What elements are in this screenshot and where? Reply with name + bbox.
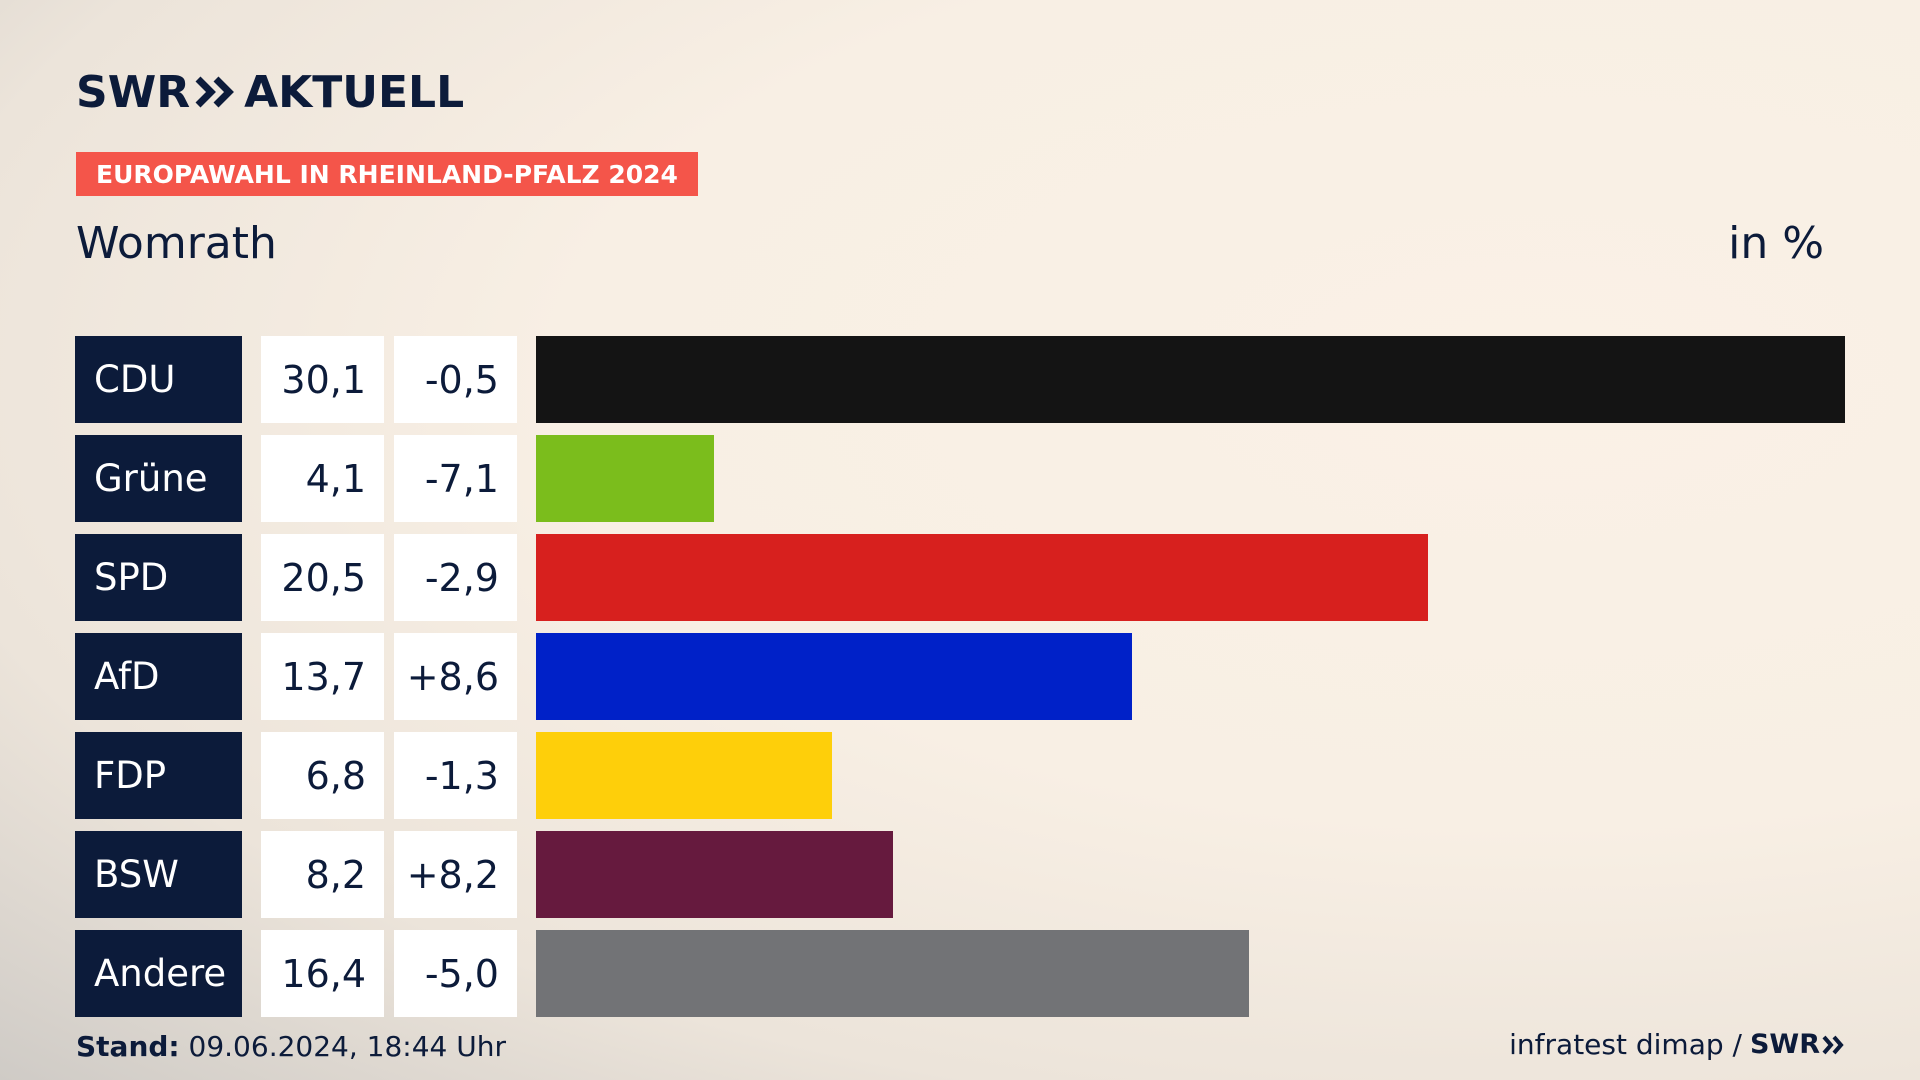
change-label: -7,1: [394, 435, 517, 522]
change-label: -1,3: [394, 732, 517, 819]
logo-aktuell-text: AKTUELL: [244, 66, 465, 118]
change-label: +8,6: [394, 633, 517, 720]
party-label: FDP: [75, 732, 242, 819]
result-row: BSW 8,2 +8,2: [75, 831, 1847, 918]
result-bar: [536, 831, 893, 918]
result-bar: [536, 930, 1249, 1017]
change-label: -2,9: [394, 534, 517, 621]
vote-share-label: 8,2: [261, 831, 384, 918]
vote-share-label: 20,5: [261, 534, 384, 621]
timestamp: Stand: 09.06.2024, 18:44 Uhr: [76, 1030, 506, 1063]
party-label: Grüne: [75, 435, 242, 522]
double-chevron-icon: [195, 76, 235, 108]
source-text: infratest dimap /: [1509, 1028, 1742, 1061]
party-label: SPD: [75, 534, 242, 621]
logo-swr-text: SWR: [76, 66, 191, 118]
vote-share-label: 16,4: [261, 930, 384, 1017]
result-bar: [536, 633, 1132, 720]
place-title: Womrath: [76, 218, 277, 269]
result-row: SPD 20,5 -2,9: [75, 534, 1847, 621]
result-bar: [536, 435, 714, 522]
party-label: Andere: [75, 930, 242, 1017]
vote-share-label: 30,1: [261, 336, 384, 423]
swr-aktuell-logo: SWR AKTUELL: [76, 66, 465, 118]
vote-share-label: 13,7: [261, 633, 384, 720]
result-row: AfD 13,7 +8,6: [75, 633, 1847, 720]
change-label: -5,0: [394, 930, 517, 1017]
source-credit: infratest dimap / SWR: [1509, 1028, 1844, 1061]
vote-share-label: 4,1: [261, 435, 384, 522]
change-label: +8,2: [394, 831, 517, 918]
change-label: -0,5: [394, 336, 517, 423]
footer-swr-logo: SWR: [1749, 1029, 1820, 1060]
stand-label: Stand:: [76, 1030, 180, 1063]
footer-chevron-icon: [1822, 1035, 1844, 1054]
stand-value: 09.06.2024, 18:44 Uhr: [188, 1030, 506, 1063]
party-label: BSW: [75, 831, 242, 918]
unit-label: in %: [1728, 218, 1824, 269]
result-row: CDU 30,1 -0,5: [75, 336, 1847, 423]
result-row: Andere 16,4 -5,0: [75, 930, 1847, 1017]
result-bar: [536, 534, 1428, 621]
party-label: CDU: [75, 336, 242, 423]
vote-share-label: 6,8: [261, 732, 384, 819]
result-bar: [536, 732, 832, 819]
result-row: Grüne 4,1 -7,1: [75, 435, 1847, 522]
result-bar: [536, 336, 1845, 423]
result-row: FDP 6,8 -1,3: [75, 732, 1847, 819]
party-label: AfD: [75, 633, 242, 720]
election-badge: EUROPAWAHL IN RHEINLAND-PFALZ 2024: [76, 152, 698, 196]
